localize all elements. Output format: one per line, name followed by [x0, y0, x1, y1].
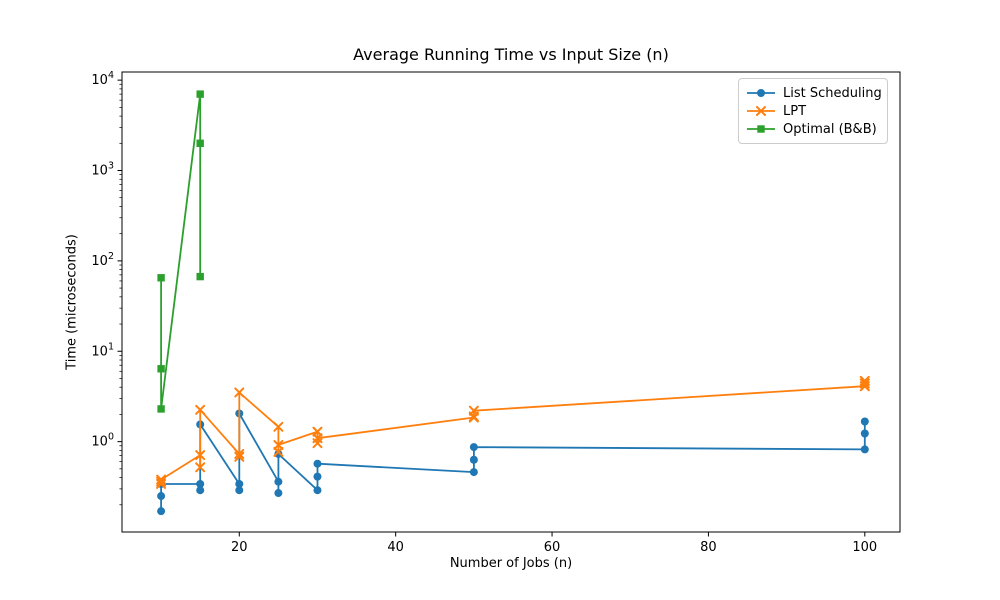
x-tick-label: 20	[231, 540, 248, 555]
y-tick-label: 100	[91, 432, 114, 450]
axis-tick-labels: 20 40 60 80 100 100 101 102 103 104	[91, 70, 877, 555]
legend-item-optimal-bb: Optimal (B&B)	[746, 120, 879, 138]
legend: List Scheduling LPT Optimal (B&B)	[738, 78, 888, 144]
legend-label: List Scheduling	[783, 85, 882, 101]
x-tick-label: 80	[700, 540, 717, 555]
y-tick-label: 102	[91, 251, 114, 269]
x-tick-label: 60	[544, 540, 561, 555]
legend-label: Optimal (B&B)	[783, 121, 877, 137]
y-tick-label: 101	[91, 341, 114, 359]
legend-item-lpt: LPT	[746, 102, 879, 120]
series-list-scheduling	[157, 409, 869, 516]
axis-ticks	[117, 79, 866, 537]
x-tick-label: 100	[852, 540, 877, 555]
legend-marker-x-icon	[747, 106, 775, 116]
y-axis-label-text: Time (microseconds)	[64, 234, 80, 370]
axes-frame	[121, 71, 901, 533]
series-lpt	[156, 375, 870, 489]
legend-item-list-scheduling: List Scheduling	[746, 84, 882, 102]
legend-marker-square-icon	[747, 125, 775, 133]
x-tick-label: 40	[387, 540, 404, 555]
chart-title: Average Running Time vs Input Size (n)	[353, 45, 669, 64]
y-tick-label: 103	[91, 161, 114, 179]
legend-marker-circle-icon	[747, 89, 775, 97]
x-axis-label: Number of Jobs (n)	[449, 556, 573, 571]
series-optimal-b-b-	[157, 90, 204, 413]
legend-label: LPT	[783, 103, 807, 119]
y-tick-label: 104	[91, 70, 114, 88]
